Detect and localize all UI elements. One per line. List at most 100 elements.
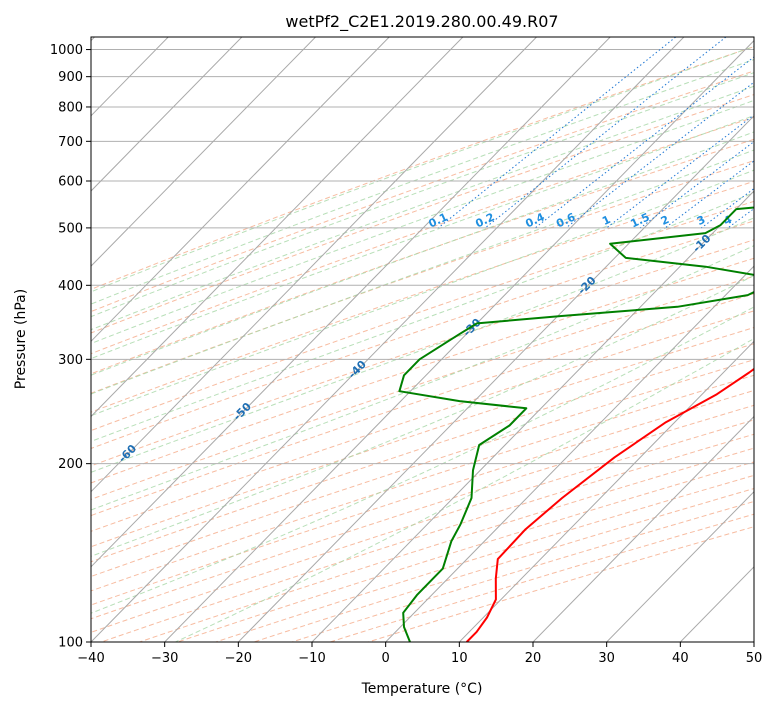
mixing-ratio-label: 1: [600, 213, 612, 228]
dry-adiabat: [91, 389, 754, 606]
x-tick-label: 50: [746, 651, 763, 666]
x-tick-label: 20: [525, 651, 542, 666]
moist-adiabat: [91, 245, 754, 511]
isotherm-line: [532, 415, 754, 642]
isotherm-line: [91, 37, 685, 642]
moist-adiabat: [91, 114, 754, 360]
y-tick-label: 700: [58, 135, 83, 150]
dry-adiabat: [91, 70, 754, 313]
dry-adiabat: [91, 326, 754, 548]
dry-adiabat: [91, 180, 754, 413]
mixing-ratio-line: [664, 160, 754, 229]
isotherm-line: [311, 190, 754, 642]
isotherm-line: [91, 37, 538, 493]
moist-adiabat: [91, 85, 754, 331]
y-tick-label: 900: [58, 70, 83, 85]
moist-adiabat: [91, 45, 754, 293]
plot-frame: [90, 36, 755, 643]
dry-adiabat: [91, 419, 754, 633]
isotherm-line: [91, 37, 390, 343]
dry-adiabat: [91, 404, 754, 620]
moist-adiabat: [91, 131, 754, 376]
moist-adiabat: [91, 99, 754, 345]
dry-adiabat: [91, 239, 754, 467]
x-tick-label: −10: [298, 651, 325, 666]
y-tick-label: 100: [58, 636, 83, 651]
dry-adiabat: [290, 500, 754, 642]
mixing-ratio-line: [484, 37, 727, 229]
y-tick-label: 400: [58, 279, 83, 294]
dry-adiabat: [176, 461, 754, 642]
isotherm-line: [237, 115, 754, 642]
dry-adiabat: [91, 116, 754, 355]
moist-adiabat: [175, 338, 754, 642]
dewpoint-profile-line: [398, 206, 754, 642]
x-tick-label: 40: [672, 651, 689, 666]
dry-adiabat: [91, 160, 754, 394]
x-tick-label: 30: [598, 651, 615, 666]
y-tick-label: 500: [58, 221, 83, 236]
dry-adiabat: [91, 200, 754, 432]
moist-adiabat: [91, 306, 754, 614]
dry-adiabat: [366, 526, 754, 642]
mixing-ratio-line: [640, 140, 754, 229]
mixing-ratio-line: [606, 114, 754, 229]
y-tick-label: 1000: [50, 43, 83, 58]
moist-adiabat: [91, 149, 754, 395]
mixing-ratio-label: 3: [695, 213, 707, 228]
y-tick-label: 600: [58, 174, 83, 189]
isotherm-line: [458, 340, 754, 642]
dry-adiabat: [91, 46, 754, 290]
mixing-ratio-label: 4: [722, 213, 735, 228]
dry-adiabat: [91, 374, 754, 592]
dry-adiabat: [91, 220, 754, 449]
x-axis: −40 −30 −20 −10 0 10 20 30 40 50: [77, 642, 762, 666]
mixing-ratio-label: 2: [659, 213, 671, 228]
moist-adiabat: [91, 274, 754, 557]
isotherm-line: [91, 37, 611, 568]
y-tick-label: 800: [58, 100, 83, 115]
y-tick-label: 200: [58, 457, 83, 472]
x-tick-label: −30: [151, 651, 178, 666]
x-tick-label: 0: [382, 651, 390, 666]
mixing-ratio-line: [767, 35, 775, 228]
dry-adiabat: [91, 257, 754, 484]
isotherm-line: [163, 39, 754, 642]
dry-adiabat: [91, 310, 754, 532]
moist-adiabat: [91, 217, 754, 473]
dry-adiabat: [91, 94, 754, 334]
dry-adiabat: [91, 359, 754, 578]
dry-adiabat: [91, 343, 754, 563]
dry-adiabat: [91, 138, 754, 375]
mixing-ratio-line: [565, 81, 754, 229]
mixing-ratio-line: [727, 207, 754, 229]
moist-adiabat: [91, 192, 754, 442]
isotherm-line: [384, 265, 754, 642]
isotherm-line: [91, 37, 464, 418]
y-axis-label: Pressure (hPa): [13, 289, 29, 389]
profile-series: [398, 206, 754, 642]
x-tick-label: 10: [451, 651, 468, 666]
dry-adiabat: [252, 488, 754, 642]
dry-adiabat: [138, 447, 754, 642]
isotherm-line: [753, 641, 754, 642]
mixing-ratio-line: [534, 56, 754, 229]
temperature-profile-line: [465, 367, 754, 642]
isotherm-line: [605, 490, 754, 642]
plot-background-lines: [91, 35, 775, 642]
y-axis: 100 200 300 400 500 600 700 800 900 1000: [50, 43, 91, 651]
moist-adiabat: [91, 72, 754, 318]
dry-adiabat: [328, 513, 754, 642]
x-tick-label: −20: [225, 651, 252, 666]
dry-adiabat: [91, 293, 754, 517]
isotherm-label: -70: [1, 484, 24, 507]
x-axis-label: Temperature (°C): [361, 681, 483, 697]
isotherm-line: [91, 37, 317, 267]
moist-adiabat: [91, 169, 754, 417]
moist-adiabat: [91, 58, 754, 305]
y-tick-label: 300: [58, 353, 83, 368]
x-tick-label: −40: [77, 651, 104, 666]
dry-adiabat: [91, 275, 754, 500]
